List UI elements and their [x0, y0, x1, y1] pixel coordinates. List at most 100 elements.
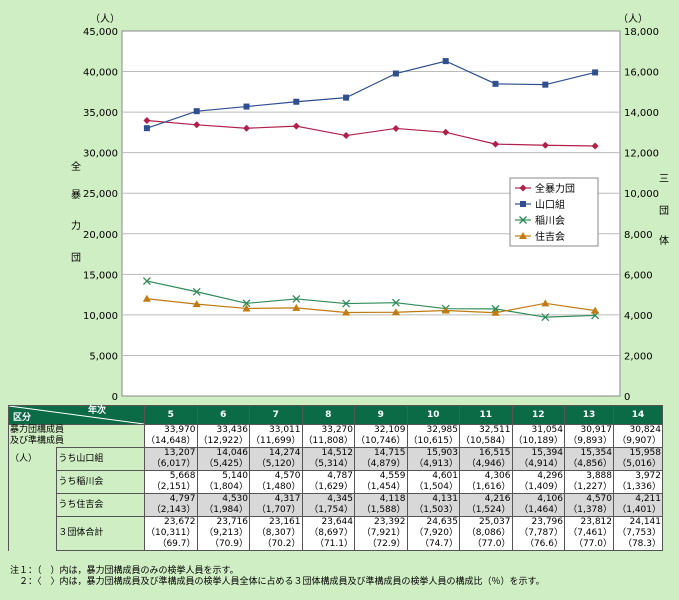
data-point	[342, 132, 350, 140]
data-point	[143, 116, 151, 124]
left-tick-label: 35,000	[83, 108, 118, 119]
right-unit-label: （人）	[618, 13, 648, 25]
table-row: 暴力団構成員 及び準構成員 33,970 （14,648） 33,436 （12,922）…	[8, 424, 663, 448]
table-cell: 4,106 （1,464）	[511, 493, 565, 517]
data-point	[192, 287, 201, 296]
data-point	[242, 299, 251, 308]
table-cell: 25,037 （8,086） （77.0）	[459, 516, 513, 551]
table-cell: 30,824 （9,907）	[613, 424, 663, 448]
table-cell: 23,672 （10,311） （69.7）	[144, 516, 198, 551]
table-cell: 23,812 （7,461） （77.0）	[564, 516, 614, 551]
left-axis-title-char-2: 力	[71, 219, 81, 232]
data-point	[541, 313, 550, 322]
data-point	[542, 81, 549, 88]
year-header: 7	[249, 405, 303, 425]
right-tick-label: 14,000	[624, 108, 659, 119]
data-point	[492, 140, 499, 148]
table-cell: 32,511 （10,584）	[459, 424, 513, 448]
data-point	[592, 69, 599, 76]
series-line	[146, 119, 596, 147]
data-point	[519, 184, 527, 192]
table-cell: 14,512 （5,314）	[301, 447, 355, 471]
right-axis-title-char-2: 体	[659, 235, 669, 247]
legend-item: 全暴力団	[515, 182, 575, 195]
data-point	[342, 308, 351, 316]
table-cell: 4,306 （1,616）	[459, 470, 513, 494]
table-row: ３団体合計 23,672 （10,311） （69.7） 23,716 （9,213） （7…	[7, 516, 663, 551]
legend-item: 稲川会	[515, 214, 565, 227]
table-cell: 23,161 （8,307） （70.2）	[249, 516, 303, 551]
year-header: 9	[354, 405, 408, 425]
legend-item: 住吉会	[515, 230, 565, 243]
row-label-unit: （人）	[7, 447, 58, 471]
row-label-main: 暴力団構成員 及び準構成員	[8, 424, 145, 448]
table-cell: 4,345 （1,754）	[301, 493, 355, 517]
table-cell: 33,436 （12,922）	[196, 424, 250, 448]
left-tick-label: 15,000	[83, 270, 118, 281]
table-cell: 14,046 （5,425）	[196, 447, 250, 471]
data-point	[441, 306, 450, 314]
table-cell: 24,635 （7,920） （74.7）	[406, 516, 460, 551]
table-cell: 23,716 （9,213） （70.9）	[196, 516, 250, 551]
table-cell: 3,888 （1,227）	[564, 470, 614, 494]
legend-label: 全暴力団	[535, 182, 575, 195]
row-label: ３団体合計	[56, 516, 145, 551]
left-tick-label: 0	[112, 392, 118, 403]
right-axis-title-char-0: 三	[659, 174, 669, 185]
row-label: うち山口組	[56, 447, 145, 471]
data-point	[292, 122, 300, 130]
series-lines	[142, 58, 600, 322]
table-cell: 15,394 （4,914）	[511, 447, 565, 471]
table-cell: 33,970 （14,648）	[144, 424, 198, 448]
legend-label: 住吉会	[535, 230, 565, 243]
table-cell: 15,354 （4,856）	[564, 447, 614, 471]
data-point	[292, 294, 301, 303]
data-point	[343, 94, 350, 101]
table-cell: 4,570 （1,378）	[564, 493, 614, 517]
year-header: 11	[459, 405, 513, 425]
table-header-row: 年次 区分 5 6 7 8 9 10 11 12 13 14	[8, 405, 663, 425]
series-line	[146, 280, 596, 318]
data-point	[392, 124, 400, 132]
corner-category-label: 区分	[13, 413, 32, 423]
left-tick-label: 30,000	[83, 149, 118, 160]
right-tick-label: 2,000	[624, 351, 653, 362]
data-point	[391, 298, 400, 307]
table-cell: 4,787 （1,629）	[301, 470, 355, 494]
series-稲川会	[142, 277, 600, 322]
left-axis-title-char-0: 全	[71, 160, 81, 173]
series-line	[146, 298, 596, 314]
table-cell: 32,985 （10,615）	[406, 424, 460, 448]
table-cell: 33,011 （11,699）	[249, 424, 303, 448]
data-point	[492, 80, 499, 87]
data-point	[243, 124, 250, 132]
legend-label: 稲川会	[535, 214, 565, 227]
left-tick-label: 25,000	[83, 189, 118, 200]
data-point	[143, 125, 150, 132]
series-住吉会	[142, 294, 600, 316]
right-axis-title: 三 団 体	[659, 174, 669, 247]
left-tick-label: 5,000	[89, 351, 118, 362]
table-cell: 24,141 （7,753） （78.3）	[613, 516, 663, 551]
line-chart: 0 5,000 10,000 15,000 20,000 25,000 30,000 35,0…	[71, 13, 669, 403]
table-cell: 4,797 （2,143）	[144, 493, 198, 517]
right-tick-label: 12,000	[624, 149, 659, 160]
row-label: うち住吉会	[56, 493, 145, 517]
right-tick-label: 16,000	[624, 68, 659, 79]
table-cell: 4,118 （1,588）	[354, 493, 408, 517]
data-point	[342, 299, 351, 308]
data-point	[392, 70, 399, 77]
left-tick-label: 40,000	[83, 68, 118, 79]
left-tick-label: 45,000	[83, 27, 118, 38]
year-header: 13	[564, 405, 614, 425]
left-unit-label: （人）	[90, 13, 120, 25]
data-point	[442, 128, 450, 136]
legend-item: 山口組	[515, 198, 565, 211]
table-cell: 4,216 （1,524）	[459, 493, 513, 517]
data-point	[491, 308, 500, 316]
data-point	[591, 142, 599, 150]
data-point	[519, 232, 527, 239]
right-tick-label: 6,000	[624, 270, 653, 281]
table-cell: 31,054 （10,189）	[511, 424, 565, 448]
